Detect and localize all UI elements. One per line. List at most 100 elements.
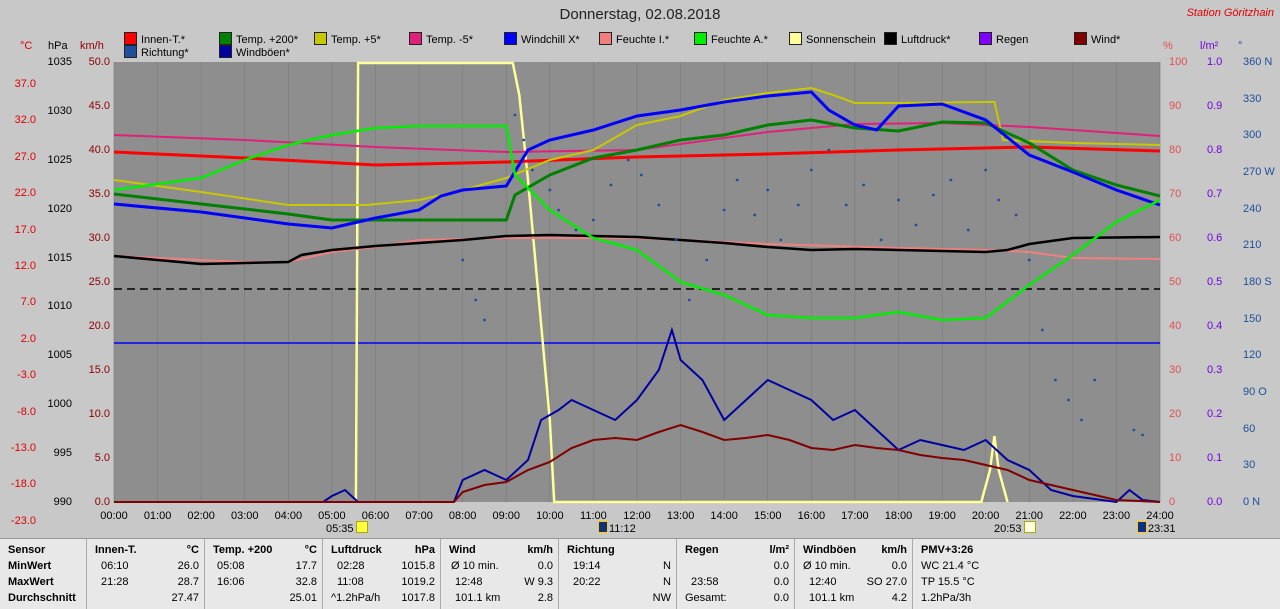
- col-regen: Regen l/m² 0.0 23:58 0.0 Gesamt: 0.0: [676, 539, 795, 609]
- legend-item: Feuchte I.*: [599, 32, 669, 46]
- luft-head: Luftdruck: [331, 544, 382, 556]
- legend-swatch: [789, 32, 802, 45]
- tick-celsius: -8.0: [17, 405, 36, 418]
- richtung-point: [557, 208, 560, 212]
- tick-deg: 90 O: [1243, 386, 1267, 398]
- tick-hpa: 1015: [47, 251, 72, 264]
- tick-x: 06:00: [361, 510, 390, 522]
- chart-title: Donnerstag, 02.08.2018: [559, 6, 721, 23]
- pmv-windchill: WC 21.4 °C: [921, 560, 980, 572]
- tick-kmh: 35.0: [88, 188, 110, 200]
- legend-swatch: [124, 32, 137, 45]
- tick-deg: 60: [1243, 422, 1256, 435]
- tick-kmh: 25.0: [88, 276, 110, 288]
- tick-x: 18:00: [884, 510, 913, 522]
- row-label-sensor: Sensor: [8, 544, 46, 556]
- series-feuchte-aussen: [113, 124, 1161, 322]
- tick-lm2: 0.3: [1207, 364, 1223, 376]
- legend-item: Regen: [979, 32, 1028, 46]
- noon-marker: 11:12: [598, 521, 636, 535]
- richtung-point: [984, 168, 988, 172]
- tick-hpa: 1035: [47, 56, 72, 68]
- tick-percent: 20: [1169, 408, 1182, 420]
- wind-head: Wind: [449, 544, 476, 556]
- sun-icon: [355, 521, 368, 533]
- tick-lm2: 0.1: [1207, 452, 1223, 464]
- series-temp-plus200: [113, 118, 1161, 222]
- legend-label: Richtung*: [141, 47, 189, 59]
- richtung-point: [1014, 213, 1018, 217]
- innen-avg-value: 27.47: [171, 592, 199, 604]
- moon-marker: 23:31: [1137, 521, 1176, 535]
- richtung-point: [592, 218, 595, 222]
- pmv-dewpoint: TP 15.5 °C: [921, 576, 975, 588]
- tick-celsius: 17.0: [14, 223, 36, 236]
- legend-label: Regen: [996, 34, 1029, 46]
- richtung-point: [779, 238, 783, 242]
- richtung-point: [1027, 258, 1031, 262]
- richtung-point: [796, 203, 800, 207]
- innen-max-value: 28.7: [177, 576, 199, 588]
- wind-min-value: 0.0: [537, 560, 553, 572]
- richtung-point: [1132, 428, 1136, 432]
- richtung-point: [753, 213, 757, 217]
- boeen-avg-value: 4.2: [891, 592, 907, 604]
- legend-swatch: [409, 32, 422, 45]
- luft-unit: hPa: [414, 544, 435, 556]
- temp-unit: °C: [304, 544, 317, 556]
- wind-unit: km/h: [527, 544, 553, 556]
- boeen-head: Windböen: [803, 544, 857, 556]
- luft-max-time: 11:08: [337, 576, 364, 588]
- richtung-point: [705, 258, 709, 262]
- col-richtung: Richtung 19:14 N 20:22 N NW: [558, 539, 677, 609]
- tick-lm2: 0.5: [1207, 276, 1223, 288]
- richtung-point: [997, 198, 1001, 202]
- richtung-point: [522, 138, 526, 142]
- tick-percent: 80: [1169, 144, 1182, 156]
- tick-percent: 70: [1169, 188, 1182, 200]
- richtung-point: [531, 168, 534, 172]
- richtung-point: [674, 238, 678, 242]
- richtung-point: [914, 223, 918, 227]
- col-luftdruck: Luftdruck hPa 02:28 1015.8 11:08 1019.2 …: [322, 539, 441, 609]
- tick-x: 14:00: [710, 510, 738, 522]
- moon-time: 23:31: [1148, 523, 1176, 535]
- tick-lm2: 0.7: [1207, 188, 1223, 200]
- tick-percent: 0: [1169, 496, 1176, 508]
- richtung-point: [931, 193, 935, 197]
- tick-percent: 30: [1169, 364, 1182, 376]
- tick-deg: 360 N: [1243, 56, 1273, 68]
- tick-x: 20:00: [971, 510, 1000, 522]
- richtung-point: [657, 203, 661, 207]
- legend-item: Luftdruck*: [884, 32, 951, 46]
- sunrise-time: 05:35: [326, 523, 354, 535]
- richtung-point: [574, 228, 578, 232]
- tick-celsius: -23.0: [10, 514, 36, 527]
- richtung-point: [626, 158, 630, 162]
- temp-max-value: 32.8: [295, 576, 317, 588]
- series-wind: [114, 423, 1161, 503]
- tick-deg: 270 W: [1243, 166, 1275, 178]
- tick-x: 19:00: [928, 510, 956, 522]
- col-windboeen: Windböen km/h Ø 10 min. 0.0 12:40 SO 27.…: [794, 539, 913, 609]
- regen-min-value: 0.0: [773, 560, 789, 572]
- tick-kmh: 15.0: [88, 364, 110, 376]
- regen-total-label: Gesamt:: [685, 592, 727, 604]
- tick-kmh: 40.0: [88, 144, 110, 156]
- legend-item: Feuchte A.*: [694, 32, 768, 46]
- legend-item: Wind*: [1074, 32, 1120, 46]
- tick-celsius: -18.0: [10, 478, 36, 491]
- tick-x: 00:00: [100, 510, 128, 522]
- col-pmv: PMV+3:26 WC 21.4 °C TP 15.5 °C 1.2hPa/3h: [912, 539, 1023, 609]
- tick-x: 12:00: [623, 510, 651, 522]
- richtung-point: [687, 298, 691, 302]
- tick-kmh: 45.0: [88, 100, 110, 112]
- richtung-max-value: N: [663, 576, 671, 588]
- richtung-point: [483, 318, 486, 322]
- tick-lm2: 1.0: [1207, 56, 1223, 68]
- richtung-avg-value: NW: [652, 592, 671, 604]
- richtung-point: [735, 178, 739, 182]
- series-windboeen: [114, 326, 1161, 504]
- richtung-min-time: 19:14: [573, 560, 601, 572]
- legend-item: Temp. +5*: [314, 32, 381, 46]
